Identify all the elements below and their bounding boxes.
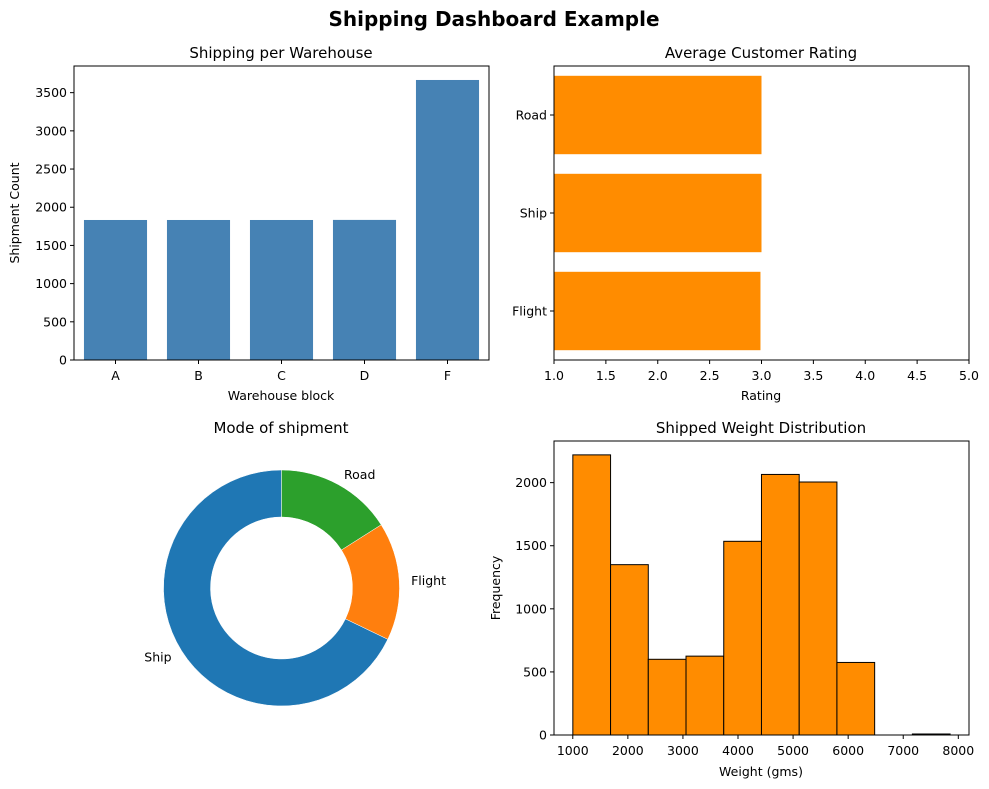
x-tick-label: 3.5: [803, 368, 823, 383]
slice-label: Flight: [411, 573, 446, 588]
x-tick-label: 3000: [667, 743, 699, 758]
histogram-bar: [572, 454, 612, 736]
y-tick-label: 1500: [515, 538, 547, 553]
chart-title: Average Customer Rating: [665, 44, 857, 62]
bar: [554, 271, 761, 351]
y-tick-label: Ship: [520, 206, 547, 221]
x-tick-label: 1000: [557, 743, 589, 758]
x-tick-label: 1.5: [596, 368, 616, 383]
x-axis-label: Rating: [741, 388, 781, 403]
histogram-bar: [798, 481, 838, 736]
histogram-bar: [760, 473, 800, 736]
x-tick-label: C: [277, 368, 286, 383]
y-tick-label: 1000: [515, 601, 547, 616]
x-tick-label: 5000: [777, 743, 809, 758]
bar: [554, 75, 762, 155]
donut-slice: [163, 469, 389, 707]
x-tick-label: 4000: [722, 743, 754, 758]
y-tick-label: 500: [523, 664, 547, 679]
slice-label: Ship: [144, 650, 171, 665]
x-tick-label: 1.0: [544, 368, 564, 383]
y-tick-label: 0: [59, 353, 67, 368]
y-tick-label: 1000: [35, 276, 67, 291]
plot-frame: [553, 440, 970, 736]
x-tick-label: 3.0: [752, 368, 772, 383]
x-tick-label: F: [444, 368, 451, 383]
y-tick-label: 3000: [35, 123, 67, 138]
plot-frame: [553, 65, 970, 361]
y-axis-label: Frequency: [488, 555, 503, 620]
histogram-bar: [685, 655, 725, 736]
x-tick-label: 5.0: [959, 368, 979, 383]
bar: [249, 219, 314, 360]
y-axis-label: Shipment Count: [7, 162, 22, 263]
x-tick-label: D: [360, 368, 370, 383]
x-tick-label: 6000: [832, 743, 864, 758]
x-tick-label: 7000: [887, 743, 919, 758]
donut-slice: [281, 469, 382, 551]
rating-hbar-chart: Average Customer Rating Flight Ship Road 1.…: [512, 44, 979, 403]
suptitle: Shipping Dashboard Example: [328, 7, 659, 31]
y-tick-label: Flight: [512, 304, 547, 319]
y-tick-label: 2000: [35, 200, 67, 215]
y-tick-label: 500: [43, 314, 67, 329]
x-tick-label: 4.5: [907, 368, 927, 383]
bar: [166, 219, 231, 360]
chart-title: Mode of shipment: [213, 419, 348, 437]
x-tick-label: 2.0: [648, 368, 668, 383]
histogram-bar: [610, 564, 649, 736]
y-tick-label: 2500: [35, 162, 67, 177]
x-axis-label: Weight (gms): [719, 764, 803, 779]
bar: [415, 79, 480, 360]
y-tick-label: 3500: [35, 85, 67, 100]
histogram-bar: [723, 540, 762, 736]
histogram-bar: [836, 661, 876, 736]
x-tick-label: 2000: [612, 743, 644, 758]
warehouse-bar-chart: Shipping per Warehouse A B C D F 0 500 1000 1500…: [7, 44, 490, 403]
x-tick-label: 4.0: [855, 368, 875, 383]
weight-histogram: Shipped Weight Distribution 1000 2000 3000…: [488, 419, 974, 779]
y-tick-label: 1500: [35, 238, 67, 253]
x-axis-label: Warehouse block: [228, 388, 335, 403]
shipment-mode-donut: Mode of shipment Ship Flight Road: [144, 419, 446, 707]
plot-frame: [73, 65, 490, 361]
x-tick-label: 8000: [942, 743, 974, 758]
x-tick-label: 2.5: [700, 368, 720, 383]
x-tick-label: A: [111, 368, 120, 383]
slice-label: Road: [344, 467, 375, 482]
chart-title: Shipping per Warehouse: [189, 44, 372, 62]
bar: [332, 219, 397, 360]
bar: [83, 219, 148, 360]
bar: [554, 173, 762, 253]
histogram-bar: [647, 658, 687, 736]
x-tick-label: B: [194, 368, 203, 383]
y-tick-label: 2000: [515, 475, 547, 490]
y-tick-label: 0: [539, 728, 547, 743]
chart-title: Shipped Weight Distribution: [656, 419, 866, 437]
y-tick-label: Road: [516, 108, 547, 123]
